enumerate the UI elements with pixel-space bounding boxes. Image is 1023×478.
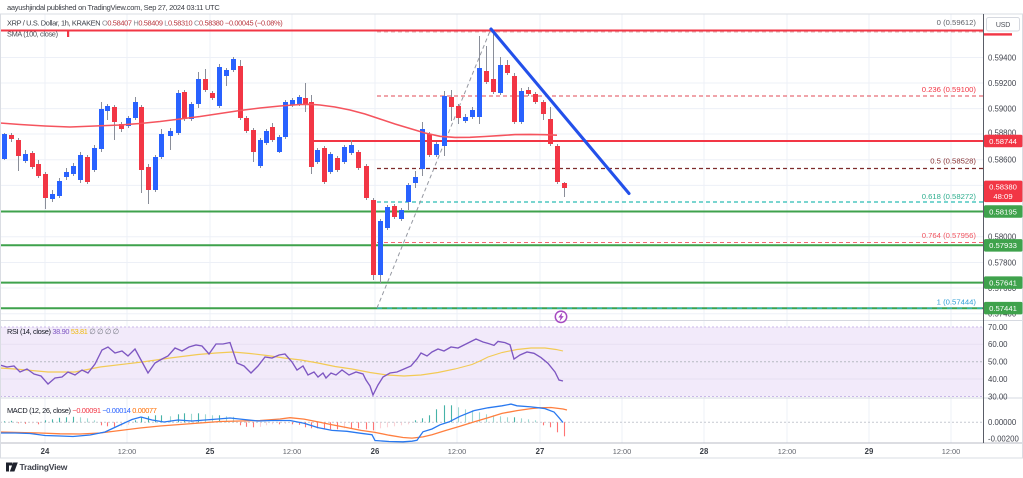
svg-text:0.57800: 0.57800 xyxy=(988,258,1017,267)
svg-text:0.764 (0.57956): 0.764 (0.57956) xyxy=(922,231,977,240)
svg-text:0.5 (0.58528): 0.5 (0.58528) xyxy=(930,157,976,166)
svg-text:0.58195: 0.58195 xyxy=(989,207,1017,216)
svg-text:TradingView: TradingView xyxy=(20,462,68,472)
svg-text:-0.00200: -0.00200 xyxy=(988,434,1019,443)
svg-text:RSI (14, close) 38.90 53.81 ∅: RSI (14, close) 38.90 53.81 ∅ ∅ ∅ ∅ xyxy=(7,327,119,336)
svg-text:0.00000: 0.00000 xyxy=(988,418,1017,427)
svg-text:aayushjindal published on Trad: aayushjindal published on TradingView.co… xyxy=(7,3,220,12)
svg-text:0.57641: 0.57641 xyxy=(989,279,1017,288)
svg-text:12:00: 12:00 xyxy=(778,447,797,456)
svg-text:0.58600: 0.58600 xyxy=(988,156,1017,165)
svg-text:0.58800: 0.58800 xyxy=(988,128,1017,137)
svg-text:0.57933: 0.57933 xyxy=(989,241,1017,250)
svg-text:1 (0.57444): 1 (0.57444) xyxy=(937,298,977,307)
svg-text:0 (0.59612): 0 (0.59612) xyxy=(937,18,977,27)
svg-text:70.00: 70.00 xyxy=(988,323,1008,332)
svg-text:MACD (12, 26, close) −0.00091: MACD (12, 26, close) −0.00091 −0.00014 0… xyxy=(7,406,157,415)
svg-text:12:00: 12:00 xyxy=(118,447,137,456)
svg-text:26: 26 xyxy=(371,447,380,456)
svg-text:28: 28 xyxy=(700,447,709,456)
svg-text:12:00: 12:00 xyxy=(613,447,632,456)
svg-text:0.236 (0.59100): 0.236 (0.59100) xyxy=(922,85,977,94)
svg-text:0.59000: 0.59000 xyxy=(988,104,1017,113)
svg-text:12:00: 12:00 xyxy=(283,447,302,456)
svg-text:60.00: 60.00 xyxy=(988,340,1008,349)
svg-text:50.00: 50.00 xyxy=(988,358,1008,367)
svg-text:27: 27 xyxy=(536,447,545,456)
svg-text:29: 29 xyxy=(865,447,874,456)
svg-text:25: 25 xyxy=(206,447,215,456)
svg-text:0.58380: 0.58380 xyxy=(989,182,1017,191)
svg-text:SMA (100, close): SMA (100, close) xyxy=(7,30,58,39)
svg-text:0.58000: 0.58000 xyxy=(988,233,1017,242)
svg-text:40.00: 40.00 xyxy=(988,375,1008,384)
svg-text:12:00: 12:00 xyxy=(448,447,467,456)
svg-text:0.59200: 0.59200 xyxy=(988,79,1017,88)
svg-text:24: 24 xyxy=(41,447,50,456)
svg-text:USD: USD xyxy=(996,22,1010,29)
svg-text:48:09: 48:09 xyxy=(993,192,1012,201)
svg-text:30.00: 30.00 xyxy=(988,392,1008,401)
svg-text:0.618 (0.58272): 0.618 (0.58272) xyxy=(922,192,977,201)
svg-text:XRP / U.S. Dollar, 1h, KRAKEN: XRP / U.S. Dollar, 1h, KRAKEN O0.58407 H… xyxy=(7,19,282,28)
svg-text:0.59400: 0.59400 xyxy=(988,53,1017,62)
svg-text:0.57441: 0.57441 xyxy=(989,304,1017,313)
svg-text:12:00: 12:00 xyxy=(942,447,961,456)
svg-text:0.58744: 0.58744 xyxy=(989,137,1018,146)
